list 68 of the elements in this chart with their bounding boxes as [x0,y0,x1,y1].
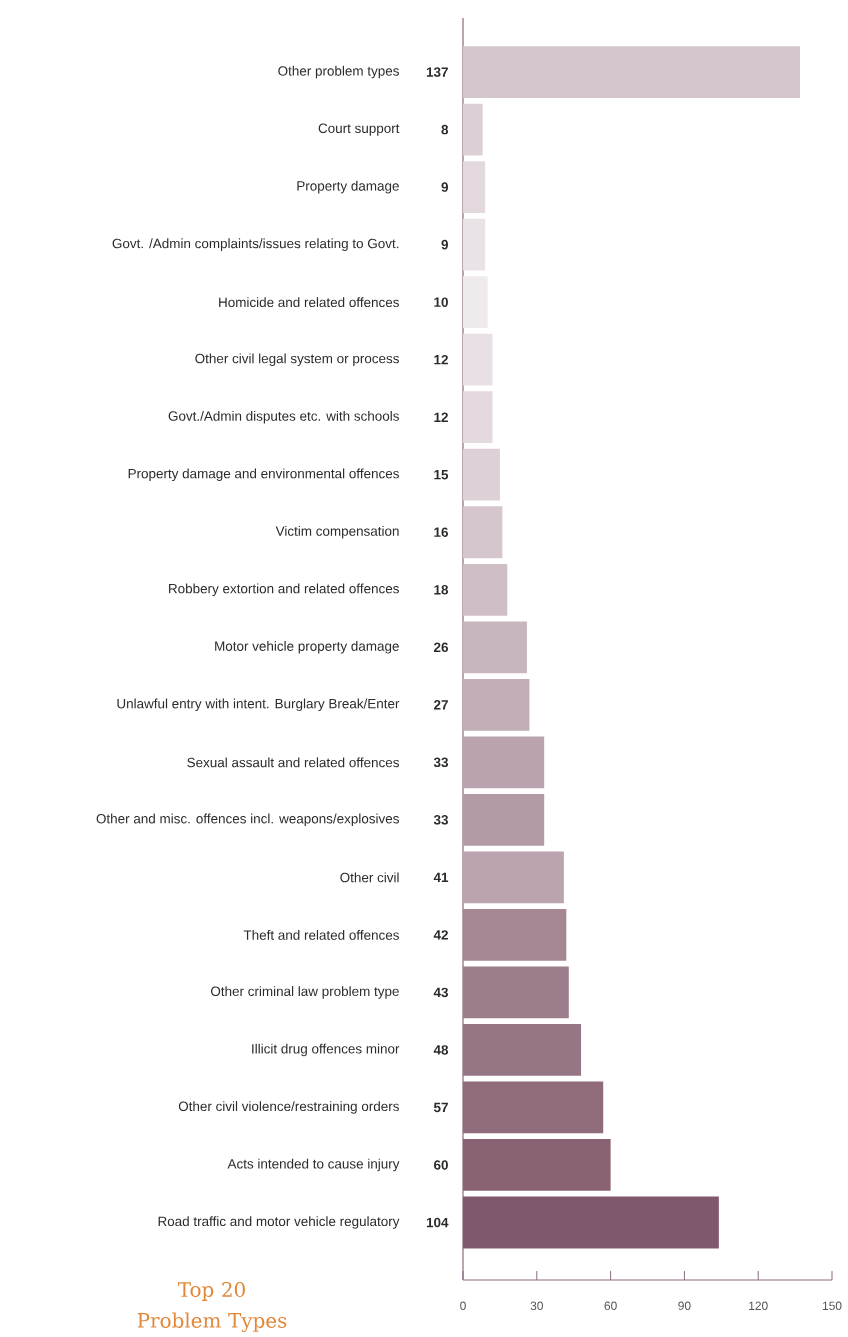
bar [463,218,486,271]
bar [463,621,527,674]
bar [463,851,564,904]
y-tick-label: Robbery extortion and related offences [169,583,399,597]
data-label: 33 [433,815,448,825]
y-tick-label: Govt. /Admin complaints/issues relating to Govt. [112,238,399,251]
bar [463,1196,719,1249]
data-label: 60 [434,1160,448,1170]
bar [463,46,801,98]
data-label: 16 [434,527,448,537]
data-label: 12 [434,354,448,365]
data-label: 10 [434,297,448,307]
y-tick-label: Court support [318,123,400,136]
y-tick-label: Road traffic and motor vehicle regulatory [158,1216,400,1229]
y-tick-label: Other civil legal system or process [195,353,399,366]
data-label: 137 [426,67,448,77]
data-label: 42 [433,930,448,940]
bar [463,391,493,444]
bar [463,103,483,156]
bar [463,909,567,961]
data-label: 8 [441,124,449,135]
data-label: 57 [433,1102,448,1113]
y-tick-label: Govt./Admin disputes etc. with schools [168,410,399,424]
bar [463,333,493,386]
y-tick-label: Other problem types [278,65,399,79]
data-label: 9 [441,239,448,250]
x-tick-label: 0 [460,1301,466,1310]
bar [463,448,500,501]
bar [463,276,488,329]
data-label: 48 [433,1045,449,1055]
y-tick-label: Unlawful entry with intent. Burglary Break/Enter [117,698,400,712]
data-label: 104 [426,1217,449,1228]
text: Top 20 Problem Types [137,1281,287,1333]
data-label: 27 [433,700,448,710]
y-tick-label: Acts intended to cause injury [227,1158,400,1172]
x-tick-label: 150 [822,1301,842,1310]
bar [463,793,545,846]
y-tick-label: Other criminal law problem type [211,986,399,999]
bar [463,506,503,559]
bar [463,563,508,616]
y-tick-label: Other civil [340,872,399,883]
data-label: 9 [441,182,448,192]
y-tick-label: Property damage [297,180,399,194]
y-tick-label: Sexual assault and related offences [187,757,399,768]
data-label: 33 [433,757,448,768]
y-tick-label: Property damage and environmental offences [128,468,399,481]
x-tick-label: 120 [749,1301,768,1310]
bar [463,678,530,731]
bar [463,1139,611,1191]
bar [463,736,545,789]
data-label: 41 [433,872,449,882]
y-tick-label: Illicit drug offences minor [252,1043,400,1057]
bar [463,966,569,1019]
y-tick-label: Homicide and related offences [219,297,399,308]
data-label: 12 [434,412,448,422]
bar [463,161,486,213]
data-label: 43 [433,987,448,998]
data-label: 18 [434,585,449,595]
x-tick-label: 90 [678,1301,691,1310]
data-label: 26 [433,642,448,653]
x-tick-label: 60 [604,1301,617,1310]
y-tick-label: Other civil violence/restraining orders [178,1101,399,1114]
x-tick-label: 30 [530,1301,543,1310]
y-tick-label: Motor vehicle property damage [215,641,399,654]
y-tick-label: Other and misc. offences incl. weapons/explosives [96,813,399,827]
y-tick-label: Victim compensation [275,525,399,539]
data-label: 15 [434,470,449,480]
y-tick-label: Theft and related offences [243,929,399,940]
